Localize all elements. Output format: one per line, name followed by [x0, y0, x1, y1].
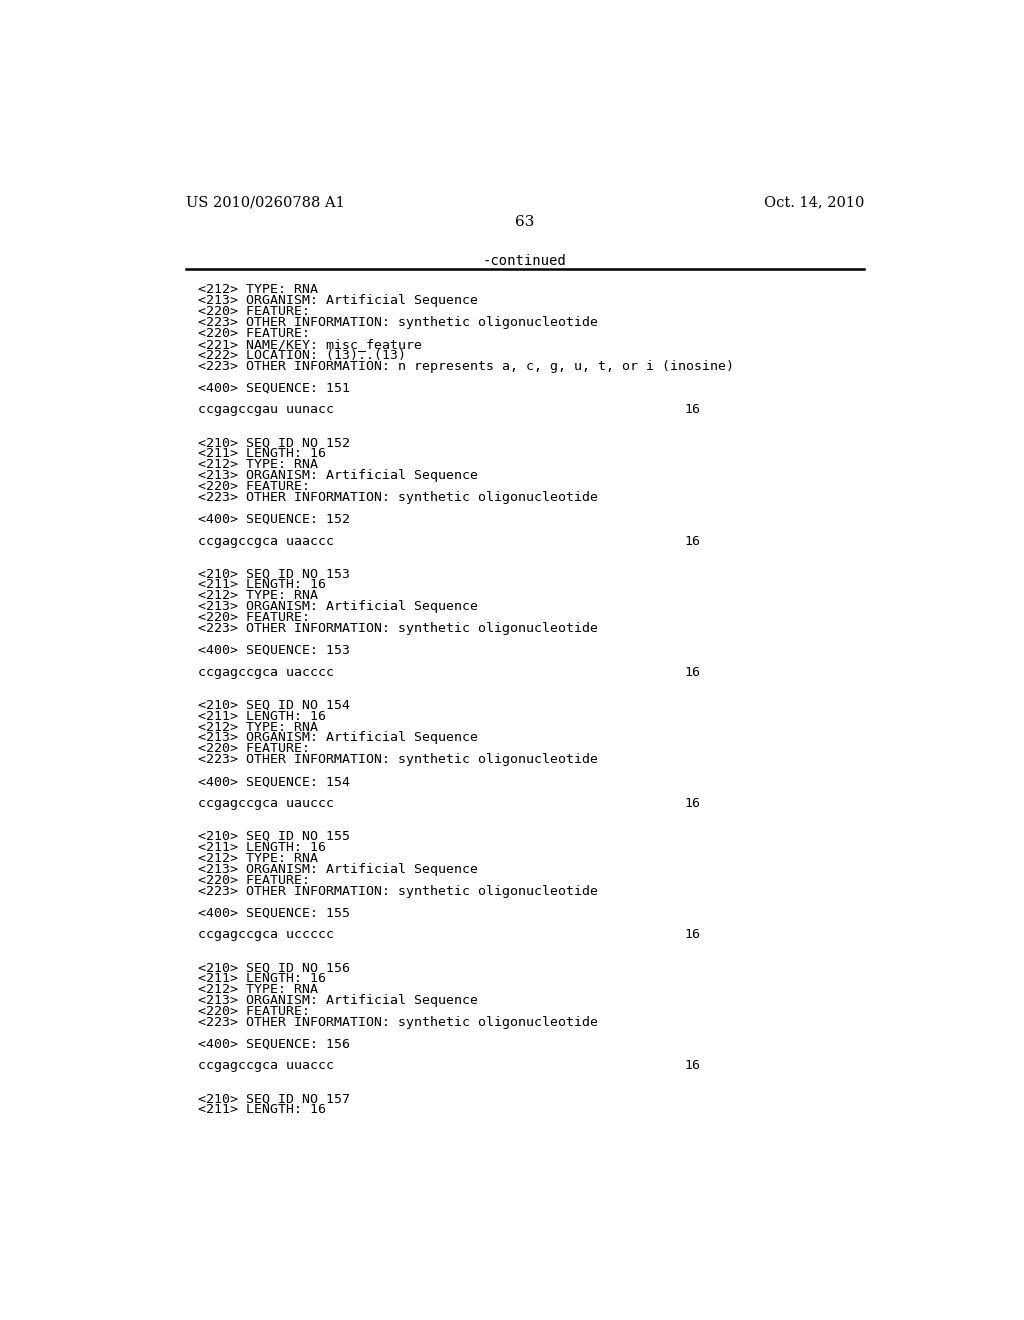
Text: ccgagccgca uuaccc: ccgagccgca uuaccc: [198, 1060, 334, 1072]
Text: <213> ORGANISM: Artificial Sequence: <213> ORGANISM: Artificial Sequence: [198, 469, 478, 482]
Text: <212> TYPE: RNA: <212> TYPE: RNA: [198, 458, 317, 471]
Text: <223> OTHER INFORMATION: synthetic oligonucleotide: <223> OTHER INFORMATION: synthetic oligo…: [198, 315, 598, 329]
Text: <210> SEQ ID NO 152: <210> SEQ ID NO 152: [198, 436, 350, 449]
Text: <220> FEATURE:: <220> FEATURE:: [198, 480, 309, 492]
Text: <223> OTHER INFORMATION: n represents a, c, g, u, t, or i (inosine): <223> OTHER INFORMATION: n represents a,…: [198, 359, 734, 372]
Text: <211> LENGTH: 16: <211> LENGTH: 16: [198, 710, 326, 722]
Text: <212> TYPE: RNA: <212> TYPE: RNA: [198, 851, 317, 865]
Text: <210> SEQ ID NO 157: <210> SEQ ID NO 157: [198, 1092, 350, 1105]
Text: <400> SEQUENCE: 152: <400> SEQUENCE: 152: [198, 512, 350, 525]
Text: <210> SEQ ID NO 153: <210> SEQ ID NO 153: [198, 568, 350, 581]
Text: <211> LENGTH: 16: <211> LENGTH: 16: [198, 578, 326, 591]
Text: <213> ORGANISM: Artificial Sequence: <213> ORGANISM: Artificial Sequence: [198, 731, 478, 744]
Text: <400> SEQUENCE: 151: <400> SEQUENCE: 151: [198, 381, 350, 395]
Text: <223> OTHER INFORMATION: synthetic oligonucleotide: <223> OTHER INFORMATION: synthetic oligo…: [198, 754, 598, 767]
Text: 16: 16: [684, 797, 700, 810]
Text: ccgagccgau uunacc: ccgagccgau uunacc: [198, 404, 334, 416]
Text: <212> TYPE: RNA: <212> TYPE: RNA: [198, 284, 317, 296]
Text: 16: 16: [684, 404, 700, 416]
Text: -continued: -continued: [483, 253, 566, 268]
Text: 16: 16: [684, 1060, 700, 1072]
Text: <223> OTHER INFORMATION: synthetic oligonucleotide: <223> OTHER INFORMATION: synthetic oligo…: [198, 622, 598, 635]
Text: <222> LOCATION: (13)..(13): <222> LOCATION: (13)..(13): [198, 348, 406, 362]
Text: ccgagccgca uaaccc: ccgagccgca uaaccc: [198, 535, 334, 548]
Text: <220> FEATURE:: <220> FEATURE:: [198, 327, 309, 339]
Text: <220> FEATURE:: <220> FEATURE:: [198, 305, 309, 318]
Text: Oct. 14, 2010: Oct. 14, 2010: [764, 195, 864, 210]
Text: <211> LENGTH: 16: <211> LENGTH: 16: [198, 1104, 326, 1117]
Text: <223> OTHER INFORMATION: synthetic oligonucleotide: <223> OTHER INFORMATION: synthetic oligo…: [198, 884, 598, 898]
Text: <211> LENGTH: 16: <211> LENGTH: 16: [198, 841, 326, 854]
Text: 16: 16: [684, 928, 700, 941]
Text: <211> LENGTH: 16: <211> LENGTH: 16: [198, 447, 326, 461]
Text: ccgagccgca uauccc: ccgagccgca uauccc: [198, 797, 334, 810]
Text: <220> FEATURE:: <220> FEATURE:: [198, 1005, 309, 1018]
Text: 16: 16: [684, 535, 700, 548]
Text: <223> OTHER INFORMATION: synthetic oligonucleotide: <223> OTHER INFORMATION: synthetic oligo…: [198, 491, 598, 504]
Text: <210> SEQ ID NO 156: <210> SEQ ID NO 156: [198, 961, 350, 974]
Text: <210> SEQ ID NO 154: <210> SEQ ID NO 154: [198, 698, 350, 711]
Text: <212> TYPE: RNA: <212> TYPE: RNA: [198, 983, 317, 995]
Text: <213> ORGANISM: Artificial Sequence: <213> ORGANISM: Artificial Sequence: [198, 863, 478, 875]
Text: <223> OTHER INFORMATION: synthetic oligonucleotide: <223> OTHER INFORMATION: synthetic oligo…: [198, 1015, 598, 1028]
Text: ccgagccgca uacccc: ccgagccgca uacccc: [198, 665, 334, 678]
Text: <400> SEQUENCE: 153: <400> SEQUENCE: 153: [198, 644, 350, 657]
Text: <213> ORGANISM: Artificial Sequence: <213> ORGANISM: Artificial Sequence: [198, 294, 478, 308]
Text: <400> SEQUENCE: 154: <400> SEQUENCE: 154: [198, 775, 350, 788]
Text: <210> SEQ ID NO 155: <210> SEQ ID NO 155: [198, 830, 350, 843]
Text: <400> SEQUENCE: 156: <400> SEQUENCE: 156: [198, 1038, 350, 1051]
Text: 63: 63: [515, 215, 535, 228]
Text: <221> NAME/KEY: misc_feature: <221> NAME/KEY: misc_feature: [198, 338, 422, 351]
Text: <220> FEATURE:: <220> FEATURE:: [198, 874, 309, 887]
Text: <213> ORGANISM: Artificial Sequence: <213> ORGANISM: Artificial Sequence: [198, 601, 478, 614]
Text: <220> FEATURE:: <220> FEATURE:: [198, 742, 309, 755]
Text: <213> ORGANISM: Artificial Sequence: <213> ORGANISM: Artificial Sequence: [198, 994, 478, 1007]
Text: 16: 16: [684, 665, 700, 678]
Text: US 2010/0260788 A1: US 2010/0260788 A1: [186, 195, 345, 210]
Text: <212> TYPE: RNA: <212> TYPE: RNA: [198, 589, 317, 602]
Text: ccgagccgca uccccc: ccgagccgca uccccc: [198, 928, 334, 941]
Text: <211> LENGTH: 16: <211> LENGTH: 16: [198, 972, 326, 985]
Text: <212> TYPE: RNA: <212> TYPE: RNA: [198, 721, 317, 734]
Text: <220> FEATURE:: <220> FEATURE:: [198, 611, 309, 624]
Text: <400> SEQUENCE: 155: <400> SEQUENCE: 155: [198, 907, 350, 919]
